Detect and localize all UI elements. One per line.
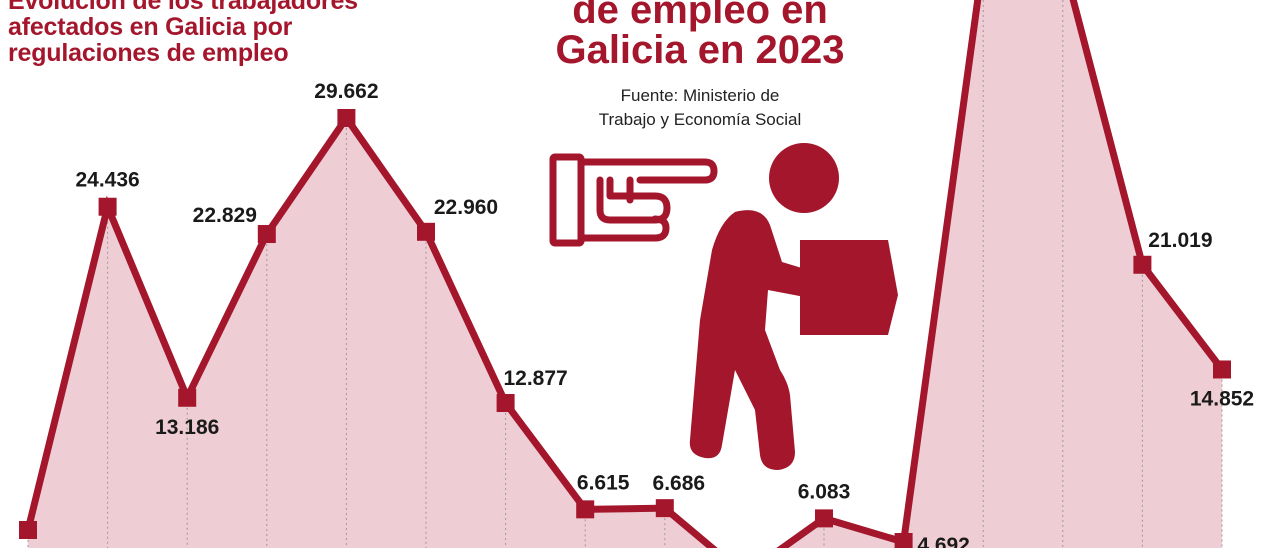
series-polyline: [24, 0, 1225, 548]
value-label-1: 24.436: [75, 169, 139, 192]
value-label-4: 29.662: [314, 80, 378, 103]
title-line-2: Galicia en 2023: [555, 28, 845, 72]
marker-1: [98, 197, 117, 216]
value-label-11: 4.692: [917, 534, 970, 548]
subtitle-line-3: regulaciones de empleo: [8, 39, 289, 67]
marker-7: [576, 500, 595, 519]
marker-8: [655, 499, 674, 518]
area-polygon: [28, 0, 1222, 548]
value-label-14: 21.019: [1148, 229, 1212, 252]
value-label-5: 22.960: [434, 196, 498, 219]
chart-subtitle: Evolución de los trabajadores afectados …: [8, 0, 358, 66]
pointing-hand-icon: [549, 153, 718, 247]
marker-3: [257, 225, 276, 244]
value-label-7: 6.615: [577, 471, 630, 494]
source-line-1: Fuente: Ministerio de: [620, 86, 780, 105]
series-line: [24, 0, 1225, 548]
value-label-6: 12.877: [503, 367, 567, 390]
marker-11: [894, 533, 913, 548]
subtitle-line-2: afectados en Galicia por: [8, 13, 293, 41]
value-label-2: 13.186: [155, 416, 219, 439]
marker-15: [1213, 360, 1231, 379]
marker-0: [19, 521, 37, 539]
marker-10: [815, 509, 833, 528]
marker-4: [337, 109, 356, 127]
source-line-2: Trabajo y Economía Social: [598, 110, 802, 129]
area-fill: [28, 0, 1222, 548]
marker-14: [1133, 255, 1152, 274]
value-label-8: 6.686: [653, 472, 706, 495]
title-line-1: de empleo en: [572, 0, 828, 32]
value-labels: 24.436 13.186 22.829 29.662 22.960 12.877 6.61…: [75, 80, 1254, 548]
value-label-15: 14.852: [1190, 387, 1254, 410]
subtitle-line-1: Evolución de los trabajadores: [8, 0, 358, 15]
source-note: Fuente: Ministerio de Trabajo y Economía…: [560, 84, 840, 132]
value-label-10: 6.083: [798, 480, 851, 503]
value-label-3: 22.829: [193, 204, 257, 227]
marker-5: [417, 222, 435, 241]
grid-lines: [27, 0, 1223, 548]
marker-2: [178, 388, 197, 407]
chart-title: de empleo en Galicia en 2023: [540, 0, 860, 70]
worker-carrying-box-icon: [689, 143, 898, 470]
markers: [19, 109, 1231, 548]
marker-6: [496, 394, 515, 413]
